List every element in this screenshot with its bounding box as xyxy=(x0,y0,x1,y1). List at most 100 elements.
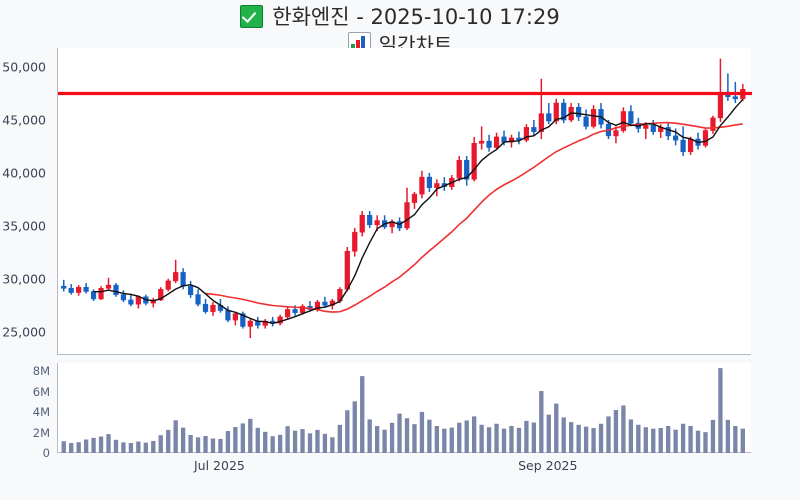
candlestick xyxy=(247,319,253,339)
volume-bar xyxy=(98,436,104,453)
candlestick xyxy=(173,259,179,284)
candlestick xyxy=(98,286,104,300)
volume-bar xyxy=(188,435,193,453)
volume-bar xyxy=(315,429,320,453)
volume-bar xyxy=(173,420,178,453)
volume-bar xyxy=(76,442,81,453)
volume-bar xyxy=(91,437,96,453)
candlestick xyxy=(643,122,649,140)
candlestick xyxy=(150,297,156,308)
volume-bar xyxy=(143,442,148,453)
volume-bar xyxy=(277,434,283,453)
volume-bar xyxy=(569,422,574,453)
volume-bar xyxy=(740,428,745,453)
candlestick xyxy=(486,134,492,152)
candlestick xyxy=(202,298,209,314)
candlestick xyxy=(516,131,522,145)
volume-bar xyxy=(658,428,663,453)
candlestick xyxy=(561,98,567,124)
candlestick xyxy=(277,314,283,326)
volume-bar xyxy=(643,427,648,453)
candlestick xyxy=(113,283,119,297)
volume-bar xyxy=(404,418,410,453)
volume-bar xyxy=(509,426,514,453)
volume-bar xyxy=(561,417,566,453)
candlestick xyxy=(531,119,537,136)
volume-y-tick-label: 6M xyxy=(32,384,50,399)
volume-bar xyxy=(307,433,313,453)
volume-chart-svg xyxy=(61,368,745,453)
candlestick xyxy=(352,227,358,257)
volume-bar xyxy=(673,429,678,453)
volume-bar xyxy=(195,437,201,453)
ma-short-line xyxy=(93,98,744,325)
volume-bar xyxy=(725,419,731,453)
volume-bar xyxy=(486,427,492,453)
volume-bar xyxy=(471,416,477,453)
volume-bar xyxy=(374,426,380,453)
price-y-tick-label: 30,000 xyxy=(2,271,46,287)
title-row: 한화엔진 - 2025-10-10 17:29 xyxy=(0,2,800,30)
candlestick xyxy=(165,278,171,292)
volume-bar xyxy=(710,419,716,453)
volume-bar xyxy=(233,427,238,453)
volume-bar xyxy=(628,419,634,453)
volume-bar xyxy=(494,423,499,453)
volume-bar xyxy=(591,428,596,453)
volume-bar xyxy=(606,416,611,453)
candlestick xyxy=(576,103,582,122)
volume-bar xyxy=(337,424,343,453)
candlestick xyxy=(270,316,276,327)
volume-bar xyxy=(255,427,260,453)
volume-bar xyxy=(240,423,245,453)
volume-bar xyxy=(479,424,484,453)
volume-bar xyxy=(733,426,738,453)
volume-bar xyxy=(598,423,604,453)
volume-bar xyxy=(651,428,656,453)
price-y-tick-label: 25,000 xyxy=(2,324,46,340)
volume-bar xyxy=(69,442,74,453)
volume-bar xyxy=(322,433,328,453)
candlestick xyxy=(546,103,552,125)
volume-bar xyxy=(703,432,708,453)
candlestick xyxy=(61,279,67,292)
volume-bar xyxy=(158,435,163,453)
volume-bar xyxy=(531,422,537,453)
candlestick xyxy=(255,316,261,329)
candlestick xyxy=(538,78,544,140)
volume-bar xyxy=(382,429,387,453)
candlestick xyxy=(493,132,500,150)
candlestick xyxy=(262,319,268,329)
volume-bar xyxy=(636,424,641,453)
volume-y-tick-label: 4M xyxy=(32,405,50,420)
volume-y-tick-label: 8M xyxy=(32,364,50,379)
volume-bar xyxy=(554,403,559,453)
ma-long-line xyxy=(205,121,743,313)
volume-bar xyxy=(516,427,522,453)
volume-bar xyxy=(546,414,551,453)
candlestick xyxy=(673,128,679,146)
candlestick xyxy=(195,289,201,307)
volume-bar xyxy=(151,440,156,453)
volume-bar xyxy=(464,420,469,453)
volume-chart-panel xyxy=(57,363,751,453)
volume-bar xyxy=(688,426,693,453)
candlestick xyxy=(665,122,671,141)
candlestick xyxy=(680,126,686,156)
volume-bar xyxy=(442,428,447,453)
volume-bar xyxy=(270,436,275,453)
volume-bar xyxy=(121,442,126,453)
volume-bar xyxy=(330,437,335,453)
volume-bar xyxy=(427,419,432,453)
candlestick xyxy=(620,107,627,133)
volume-bar xyxy=(539,391,544,453)
volume-bar xyxy=(457,422,462,453)
candlestick xyxy=(725,73,731,101)
volume-bar xyxy=(449,427,454,453)
volume-bar xyxy=(263,431,268,453)
candlestick xyxy=(434,179,440,197)
volume-bar xyxy=(434,426,440,453)
volume-bar xyxy=(225,431,231,453)
volume-bar xyxy=(345,410,350,453)
